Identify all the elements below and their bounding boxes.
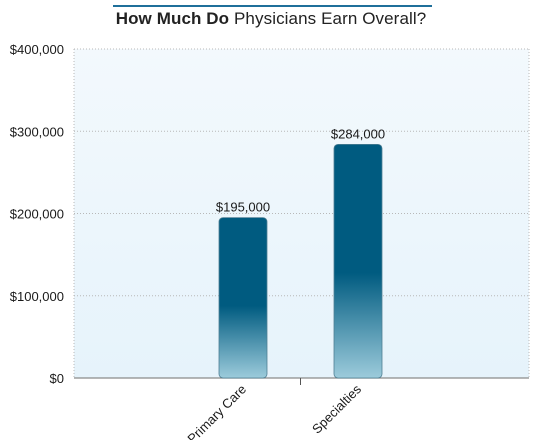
- y-tick-label: $100,000: [10, 289, 64, 304]
- chart-title-rest: Physicians Earn Overall?: [229, 9, 427, 28]
- plot-area: [74, 49, 529, 378]
- data-label: $195,000: [216, 200, 270, 215]
- x-tick-label: Primary Care: [184, 382, 249, 440]
- chart-title: How Much Do Physicians Earn Overall?: [0, 9, 542, 29]
- y-tick-label: $0: [50, 371, 64, 386]
- chart-title-bold: How Much Do: [115, 9, 230, 28]
- title-rule: [113, 5, 432, 7]
- chart-title-area: How Much Do Physicians Earn Overall?: [0, 0, 542, 40]
- y-tick-label: $400,000: [10, 42, 64, 57]
- data-label: $284,000: [331, 126, 385, 141]
- bar-specialties: [333, 144, 383, 379]
- y-tick-label: $200,000: [10, 207, 64, 222]
- bar-primary-care: [218, 217, 268, 379]
- y-tick-label: $300,000: [10, 124, 64, 139]
- x-tick-label: Specialties: [309, 381, 364, 436]
